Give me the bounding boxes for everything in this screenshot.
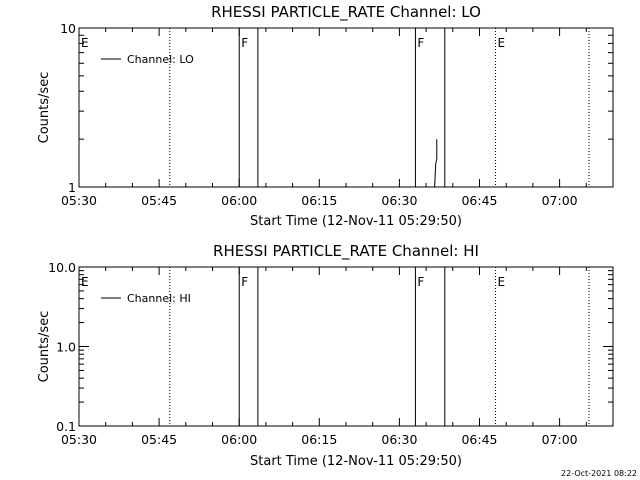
x-tick-label: 06:45 (461, 193, 497, 208)
y-tick-label: 1 (68, 180, 76, 195)
generated-timestamp: 22-Oct-2021 08:22 (561, 469, 637, 478)
x-axis-label: Start Time (12-Nov-11 05:29:50) (250, 454, 462, 469)
y-axis-label: Counts/sec (37, 72, 52, 144)
plot-frame (78, 266, 614, 427)
event-label: F (417, 275, 424, 289)
x-tick-label: 07:00 (542, 193, 578, 208)
y-tick-label: 10 (60, 21, 76, 36)
x-tick-label: 06:45 (461, 432, 497, 447)
x-tick-label: 06:30 (381, 432, 417, 447)
y-tick-label: 0.1 (56, 419, 76, 434)
chart-title: RHESSI PARTICLE_RATE Channel: LO (211, 3, 481, 22)
hi-channel-panel: RHESSI PARTICLE_RATE Channel: HI E F F E 05:3… (37, 242, 614, 469)
series-line (434, 139, 438, 188)
x-axis-label: Start Time (12-Nov-11 05:29:50) (250, 214, 462, 229)
chart-title: RHESSI PARTICLE_RATE Channel: HI (213, 242, 479, 261)
y-axis-label: Counts/sec (37, 311, 52, 383)
legend-label: Channel: HI (127, 292, 191, 305)
x-tick-label: 06:30 (381, 193, 417, 208)
event-label: F (417, 36, 424, 50)
x-tick-label: 05:30 (61, 193, 97, 208)
event-label: F (241, 36, 248, 50)
x-tick-label: 05:45 (141, 432, 177, 447)
x-tick-label: 06:15 (301, 193, 337, 208)
y-tick-label: 10.0 (48, 260, 76, 275)
x-tick-label: 07:00 (542, 432, 578, 447)
legend-label: Channel: LO (127, 53, 194, 66)
y-tick-label: 1.0 (56, 340, 76, 355)
x-tick-label: 06:15 (301, 432, 337, 447)
plot-frame (78, 27, 614, 188)
x-tick-label: 05:45 (141, 193, 177, 208)
event-label: E (81, 275, 89, 289)
x-tick-label: 06:00 (221, 193, 257, 208)
event-label: F (241, 275, 248, 289)
x-tick-label: 05:30 (61, 432, 97, 447)
event-label: E (81, 36, 89, 50)
x-tick-label: 06:00 (221, 432, 257, 447)
event-label: E (498, 275, 506, 289)
event-label: E (498, 36, 506, 50)
lo-channel-panel: RHESSI PARTICLE_RATE Channel: LO E F F E 05:3… (37, 3, 614, 229)
